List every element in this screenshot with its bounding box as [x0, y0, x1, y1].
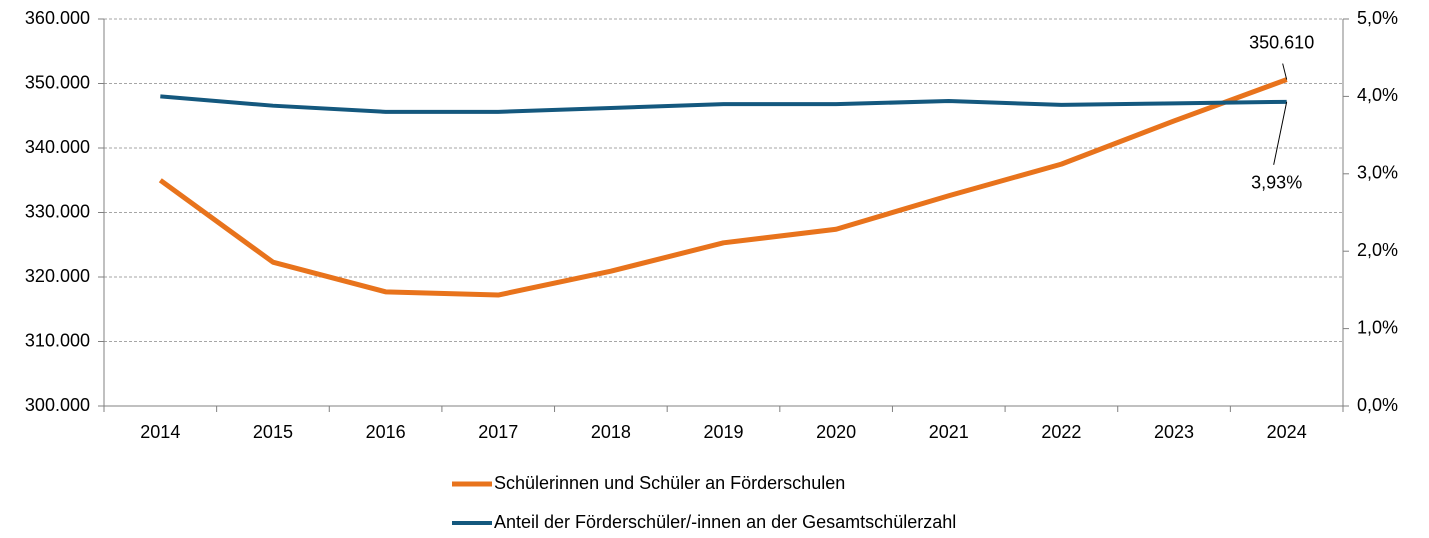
x-tick-label: 2018: [591, 422, 631, 442]
leader-line: [1273, 101, 1288, 165]
x-tick-label: 2019: [703, 422, 743, 442]
x-tick-label: 2016: [366, 422, 406, 442]
x-tick-label: 2021: [929, 422, 969, 442]
x-tick-label: 2023: [1154, 422, 1194, 442]
legend-label: Anteil der Förderschüler/-innen an der G…: [494, 512, 956, 532]
y-tick-label: 310.000: [25, 330, 90, 350]
y2-tick-label: 2,0%: [1357, 240, 1398, 260]
x-tick-label: 2022: [1041, 422, 1081, 442]
y-tick-label: 340.000: [25, 137, 90, 157]
y-tick-label: 360.000: [25, 8, 90, 28]
y2-tick-label: 0,0%: [1357, 395, 1398, 415]
y2-tick-label: 4,0%: [1357, 85, 1398, 105]
y2-tick-label: 3,0%: [1357, 163, 1398, 183]
y2-tick-label: 5,0%: [1357, 8, 1398, 28]
y2-tick-label: 1,0%: [1357, 317, 1398, 337]
y-tick-label: 330.000: [25, 201, 90, 221]
x-tick-label: 2015: [253, 422, 293, 442]
y-tick-label: 320.000: [25, 266, 90, 286]
x-tick-label: 2020: [816, 422, 856, 442]
y-tick-label: 350.000: [25, 72, 90, 92]
data-label: 3,93%: [1251, 173, 1302, 193]
x-tick-label: 2017: [478, 422, 518, 442]
data-label: 350.610: [1249, 32, 1314, 52]
y-tick-label: 300.000: [25, 395, 90, 415]
x-tick-label: 2024: [1267, 422, 1307, 442]
x-tick-label: 2014: [140, 422, 180, 442]
leader-line: [1282, 63, 1288, 80]
series-line: [158, 77, 1288, 298]
legend-label: Schülerinnen und Schüler an Förderschule…: [494, 473, 845, 493]
series-line: [160, 94, 1287, 114]
